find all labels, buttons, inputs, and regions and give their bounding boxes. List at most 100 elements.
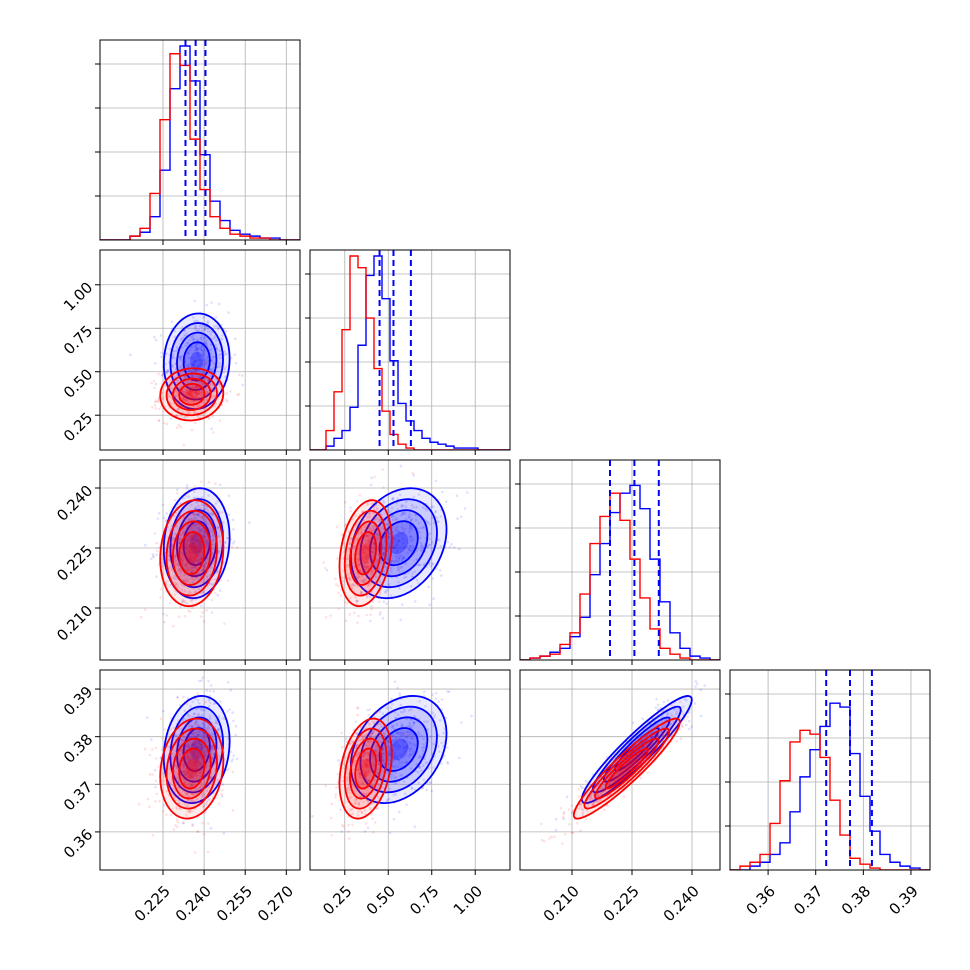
sample-point (202, 805, 205, 809)
sample-point (183, 394, 187, 397)
sample-point (357, 566, 361, 569)
sample-point (169, 727, 172, 731)
sample-point (408, 523, 412, 527)
sample-point (181, 392, 185, 396)
sample-point (207, 798, 211, 801)
sample-point (203, 535, 207, 538)
sample-point (194, 565, 198, 569)
sample-point (388, 536, 391, 540)
sample-point (182, 770, 186, 774)
sample-point (372, 550, 376, 554)
sample-point (208, 573, 212, 576)
sample-point (187, 609, 190, 613)
sample-point (192, 542, 195, 546)
sample-point (368, 515, 371, 519)
sample-point (185, 341, 189, 345)
sample-point (194, 719, 198, 723)
sample-point (364, 733, 368, 737)
sample-point (437, 520, 440, 524)
sample-point (363, 830, 367, 833)
sample-point (325, 569, 329, 572)
sample-point (437, 745, 440, 748)
sample-point (362, 753, 366, 757)
contour-line (178, 383, 206, 406)
sample-point (348, 577, 352, 581)
sample-point (360, 542, 363, 545)
sample-point (187, 523, 190, 527)
sample-point (197, 770, 201, 774)
sample-point (164, 383, 167, 387)
sample-point (168, 551, 171, 554)
sample-point (683, 697, 687, 701)
sample-point (192, 575, 196, 578)
sample-point (375, 560, 379, 563)
sample-point (334, 795, 337, 799)
sample-point (210, 514, 214, 517)
contour-line (178, 531, 206, 576)
sample-point (580, 786, 584, 790)
sample-point (341, 779, 345, 783)
sample-point (398, 774, 402, 777)
sample-point (171, 356, 174, 359)
sample-point (211, 760, 214, 764)
sample-point (374, 711, 378, 714)
sample-point (382, 551, 386, 555)
sample-point (351, 812, 354, 816)
sample-point (210, 388, 214, 392)
sample-point (355, 525, 359, 528)
sample-point (170, 364, 174, 367)
sample-point (396, 565, 400, 569)
sample-point (195, 797, 199, 801)
sample-point (210, 746, 213, 750)
sample-point (189, 369, 192, 373)
sample-point (370, 529, 374, 532)
sample-point (394, 771, 397, 774)
sample-point (403, 576, 406, 580)
sample-point (370, 502, 373, 506)
sample-point (417, 781, 420, 785)
sample-point (351, 751, 355, 754)
sample-point (213, 552, 217, 555)
panel-r3-c2: 0.210 0.225 0.240 (519, 669, 721, 925)
sample-point (194, 545, 198, 549)
sample-point (192, 360, 196, 363)
sample-point (429, 564, 433, 568)
sample-point (198, 362, 202, 365)
sample-point (180, 588, 184, 592)
sample-point (214, 482, 217, 485)
sample-point (358, 543, 361, 546)
sample-point (407, 721, 411, 725)
sample-point (206, 786, 209, 790)
sample-point (207, 480, 211, 484)
sample-point (192, 767, 196, 771)
sample-point (205, 541, 209, 544)
sample-point (397, 758, 401, 762)
sample-point (356, 706, 359, 709)
sample-point (371, 569, 375, 573)
sample-point (223, 367, 227, 371)
sample-point (190, 363, 194, 367)
sample-point (401, 537, 405, 541)
sample-point (187, 544, 191, 548)
sample-point (182, 770, 186, 773)
sample-point (198, 549, 202, 553)
sample-point (401, 512, 404, 515)
sample-point (186, 342, 190, 345)
sample-point (198, 550, 202, 554)
sample-point (186, 365, 190, 368)
sample-point (161, 503, 165, 507)
sample-point (366, 524, 370, 527)
sample-point (423, 720, 426, 724)
sample-point (365, 798, 368, 801)
sample-point (188, 776, 192, 780)
sample-point (418, 765, 422, 769)
sample-point (390, 559, 394, 562)
sample-point (366, 503, 369, 507)
sample-point (196, 761, 200, 765)
sample-point (188, 714, 192, 718)
sample-point (420, 544, 424, 547)
sample-point (213, 768, 217, 771)
sample-point (182, 760, 186, 763)
sample-point (195, 767, 198, 771)
sample-point (388, 537, 392, 541)
